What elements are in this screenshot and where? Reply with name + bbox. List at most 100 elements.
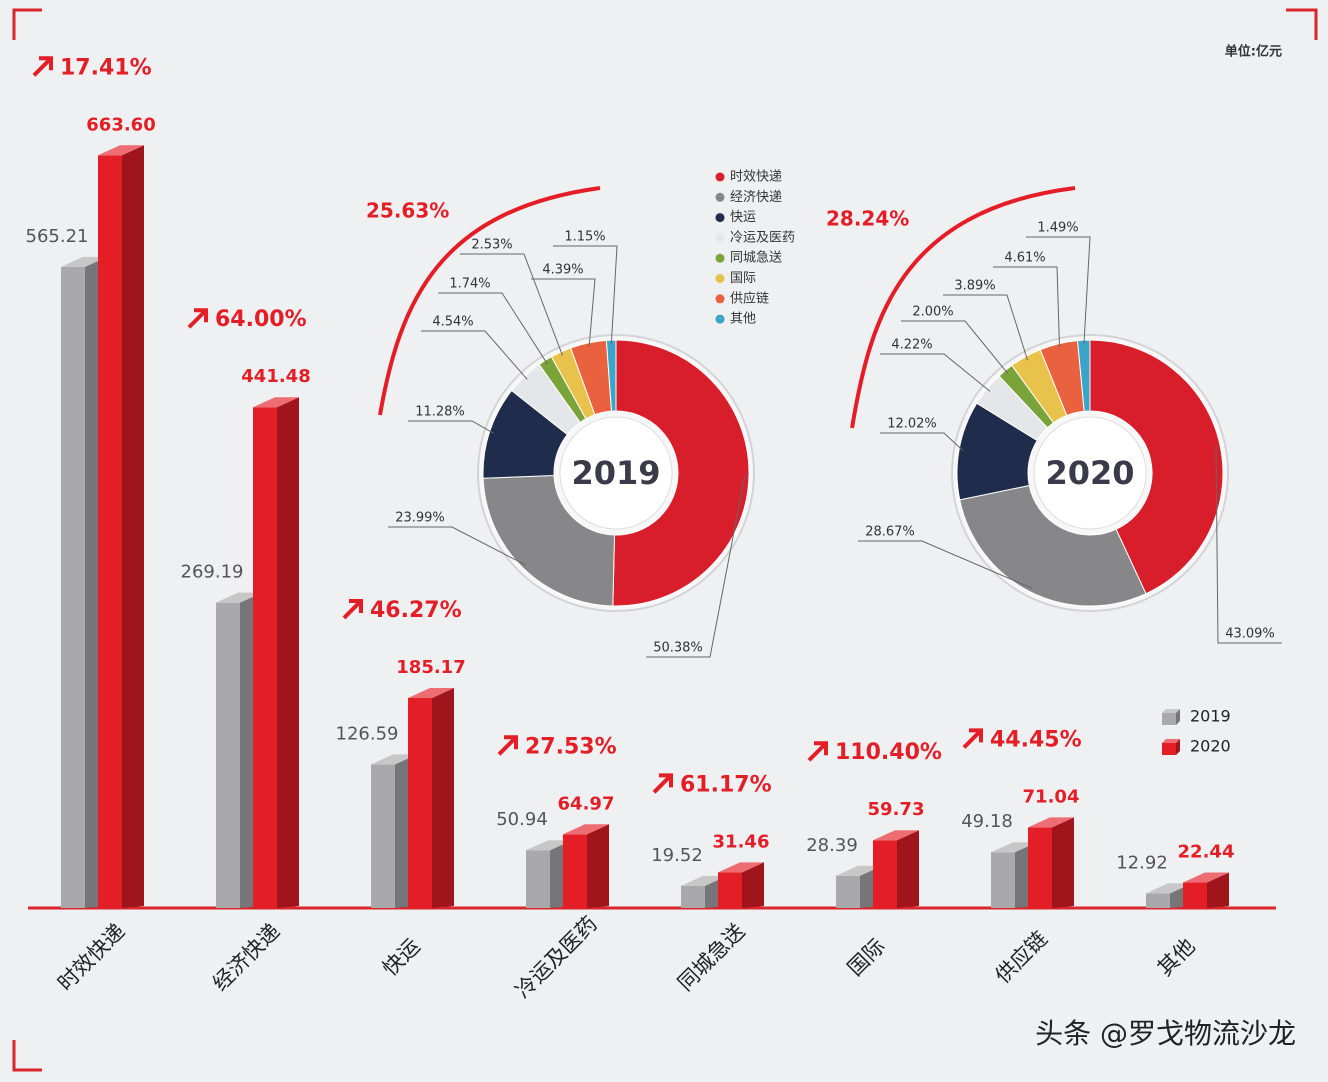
corner-brackets: [12, 8, 1318, 1072]
growth-arrow: [497, 735, 518, 756]
bar-top: [61, 256, 107, 267]
value-label: 22.44: [1178, 842, 1235, 863]
leader-line: [880, 432, 964, 451]
leader-line: [531, 278, 596, 347]
growth-label: 64.00%: [215, 307, 307, 332]
leader-line: [460, 253, 563, 356]
bar-side: [1207, 872, 1229, 908]
bar-side: [742, 862, 764, 908]
pie-value-label: 2.00%: [912, 305, 953, 320]
bar-top: [253, 397, 299, 408]
pie-slice: [482, 474, 616, 607]
bar: [408, 687, 454, 908]
legend-dot: [715, 172, 725, 182]
value-label: 49.18: [961, 811, 1013, 832]
legend-label: 2019: [1190, 707, 1231, 726]
bar-top: [371, 754, 417, 765]
bar-front: [98, 155, 122, 909]
pie-value-label: 4.54%: [432, 315, 473, 330]
value-label: 19.52: [651, 845, 703, 866]
legend-swatch: [1162, 739, 1180, 743]
legend-label: 冷运及医药: [730, 230, 795, 245]
pie-slice: [612, 339, 750, 607]
growth-label: 110.40%: [835, 740, 942, 765]
value-label: 441.48: [241, 366, 310, 387]
legend-swatch: [1176, 709, 1180, 725]
pie-value-label: 3.89%: [954, 279, 995, 294]
bar-side: [277, 397, 299, 908]
bar-front: [408, 697, 432, 908]
leader-line: [880, 353, 991, 392]
legend-dot: [715, 294, 725, 304]
legend-label: 其他: [730, 312, 756, 327]
bar-front: [61, 266, 85, 908]
legend-swatch: [1162, 743, 1176, 755]
value-label: 269.19: [181, 562, 244, 583]
value-label: 126.59: [336, 723, 399, 744]
bar-top: [1183, 872, 1229, 883]
growth-arrow: [32, 56, 53, 77]
x-tick-label: 国际: [843, 934, 890, 981]
watermark: 头条 @罗戈物流沙龙: [1035, 1017, 1296, 1050]
value-label: 663.60: [86, 114, 155, 135]
pie-value-label: 4.39%: [542, 263, 583, 278]
leader-line: [901, 320, 1009, 374]
bar-top: [563, 824, 609, 835]
legend-label: 2020: [1190, 737, 1231, 756]
bar-top: [1146, 883, 1192, 894]
pie-value-label: 1.49%: [1037, 221, 1078, 236]
bar-front: [371, 764, 395, 908]
growth-label: 44.45%: [990, 727, 1082, 752]
unit-label: 单位:亿元: [1225, 44, 1282, 60]
leader-line: [408, 420, 494, 434]
legend-swatch: [1162, 709, 1180, 713]
value-label: 64.97: [558, 793, 615, 814]
leader-line: [993, 266, 1061, 348]
leader-line: [421, 330, 528, 380]
leader-line: [438, 292, 548, 365]
legend-dot: [715, 233, 725, 243]
value-label: 71.04: [1023, 786, 1080, 807]
growth-arrow: [342, 598, 363, 620]
legend-swatch: [1162, 713, 1176, 725]
bar-top: [991, 842, 1037, 853]
pie-value-label: 11.28%: [415, 405, 465, 420]
bar-top: [836, 865, 882, 876]
pie-value-label: 50.38%: [653, 641, 703, 656]
growth-label: 61.17%: [680, 772, 772, 797]
bar-top: [526, 840, 572, 851]
legend-dot: [715, 314, 725, 324]
bar: [98, 145, 144, 909]
legend-label: 供应链: [730, 290, 769, 306]
bar-side: [587, 824, 609, 908]
growth-label: 17.41%: [60, 55, 152, 80]
pie-center: [559, 416, 673, 530]
value-label: 565.21: [26, 226, 89, 247]
share-label: 25.63%: [366, 199, 449, 223]
pie-slice: [1089, 339, 1224, 595]
bar-top: [873, 830, 919, 841]
corner: [12, 8, 42, 40]
bar-side: [432, 687, 454, 908]
legend-label: 快运: [730, 210, 756, 225]
legend-label: 经济快递: [730, 190, 782, 205]
leader-line: [388, 526, 526, 566]
legend-dot: [715, 213, 725, 223]
bar: [873, 830, 919, 908]
pie-value-label: 43.09%: [1225, 627, 1275, 642]
value-label: 50.94: [496, 809, 548, 830]
bar-top: [681, 875, 727, 886]
growth-label: 46.27%: [370, 598, 462, 623]
pie-value-label: 12.02%: [887, 417, 937, 432]
pie-value-label: 4.61%: [1004, 251, 1045, 266]
value-label: 28.39: [806, 835, 858, 856]
legend-dot: [715, 192, 725, 202]
legend-swatch: [1176, 739, 1180, 755]
share-curve: [378, 186, 601, 416]
bar-side: [122, 145, 144, 909]
bar-front: [1183, 882, 1207, 908]
legend-dot: [715, 253, 725, 263]
bar-top: [1028, 817, 1074, 828]
pie-value-label: 28.67%: [865, 525, 915, 540]
